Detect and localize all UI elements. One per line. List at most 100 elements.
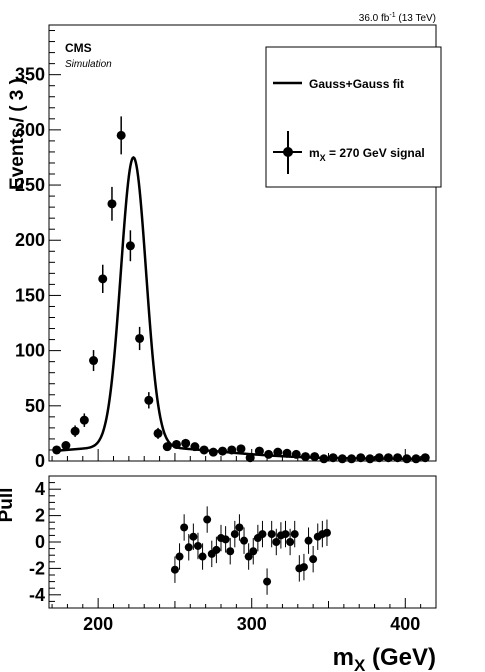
pull-marker [258,530,266,538]
pull-marker [189,533,197,541]
data-point [412,454,421,463]
main-panel: 0 50 100 150 200 250 300 350 Events / ( 3 ) CMS… [7,12,441,471]
point-marker [227,445,236,454]
pull-marker [272,538,280,546]
point-marker [255,447,264,456]
data-point [246,453,255,462]
pull-point [176,543,184,569]
pull-y-tick-label: -4 [29,585,45,605]
pull-marker [226,547,234,555]
pull-point [203,506,211,532]
lumi-label: 36.0 fb-1 (13 TeV) [359,12,436,24]
data-point [200,445,209,454]
data-point [126,230,135,261]
data-point [71,425,80,436]
point-marker [98,274,107,283]
legend-signal-m: m [309,146,320,160]
data-point [209,448,218,457]
point-marker [200,445,209,454]
pull-point [240,527,248,553]
data-point [310,452,319,461]
pull-marker [171,566,179,574]
point-marker [144,396,153,405]
pull-marker [300,563,308,571]
y-tick-label: 150 [15,285,45,305]
y-tick-label: 200 [15,230,45,250]
point-marker [365,454,374,463]
pull-marker [222,535,230,543]
point-marker [375,453,384,462]
x-axis-label-rest: (GeV) [365,644,436,671]
point-marker [319,454,328,463]
data-point [172,440,181,449]
y-tick-label: 100 [15,341,45,361]
pull-marker [185,543,193,551]
data-point [365,454,374,463]
data-point [107,187,116,221]
point-marker [329,453,338,462]
pull-marker [249,547,257,555]
point-marker [209,448,218,457]
point-marker [347,454,356,463]
pull-point [208,541,216,567]
data-point [402,454,411,463]
point-marker [181,439,190,448]
data-point [301,452,310,461]
data-point [255,447,264,456]
point-marker [421,453,430,462]
point-marker [310,452,319,461]
point-marker [71,427,80,436]
x-tick-label: 400 [390,614,420,634]
data-point [329,453,338,462]
pull-y-tick-labels: -4-2024 [29,479,45,605]
point-marker [356,453,365,462]
pull-marker [286,538,294,546]
pull-point [309,546,317,572]
data-point [218,447,227,456]
legend-fit-label: Gauss+Gauss fit [309,77,404,91]
data-point [135,327,144,350]
pull-point [249,538,257,564]
point-marker [412,454,421,463]
data-point [384,453,393,462]
lumi-energy: (13 TeV) [396,13,436,24]
point-marker [80,416,89,425]
pull-y-tick-label: 0 [35,532,45,552]
data-point [98,265,107,293]
x-axis-label-sub: X [354,656,366,672]
point-marker [190,442,199,451]
data-point [421,453,430,462]
pull-point [258,521,266,547]
point-marker [135,334,144,343]
data-point [236,444,245,453]
point-marker [61,441,70,450]
data-point [52,445,61,454]
pull-point [300,554,308,580]
point-marker [154,429,163,438]
pull-marker [199,553,207,561]
simulation-label: Simulation [65,59,112,70]
pull-point [263,568,271,594]
point-marker [246,453,255,462]
data-point [347,454,356,463]
pull-point [171,557,179,583]
point-marker [393,453,402,462]
point-marker [172,440,181,449]
data-point [181,439,190,448]
data-point [89,350,98,371]
point-marker [52,445,61,454]
x-tick-labels: 200 300 400 [83,614,420,634]
pull-marker [203,516,211,524]
data-point [375,453,384,462]
pull-y-tick-label: 2 [35,506,45,526]
pull-marker [323,529,331,537]
point-marker [283,449,292,458]
point-marker [89,356,98,365]
point-marker [292,450,301,459]
data-point [117,116,126,154]
x-tick-label: 300 [237,614,267,634]
pull-points-group [171,506,331,594]
point-marker [236,444,245,453]
pull-marker [235,523,243,531]
